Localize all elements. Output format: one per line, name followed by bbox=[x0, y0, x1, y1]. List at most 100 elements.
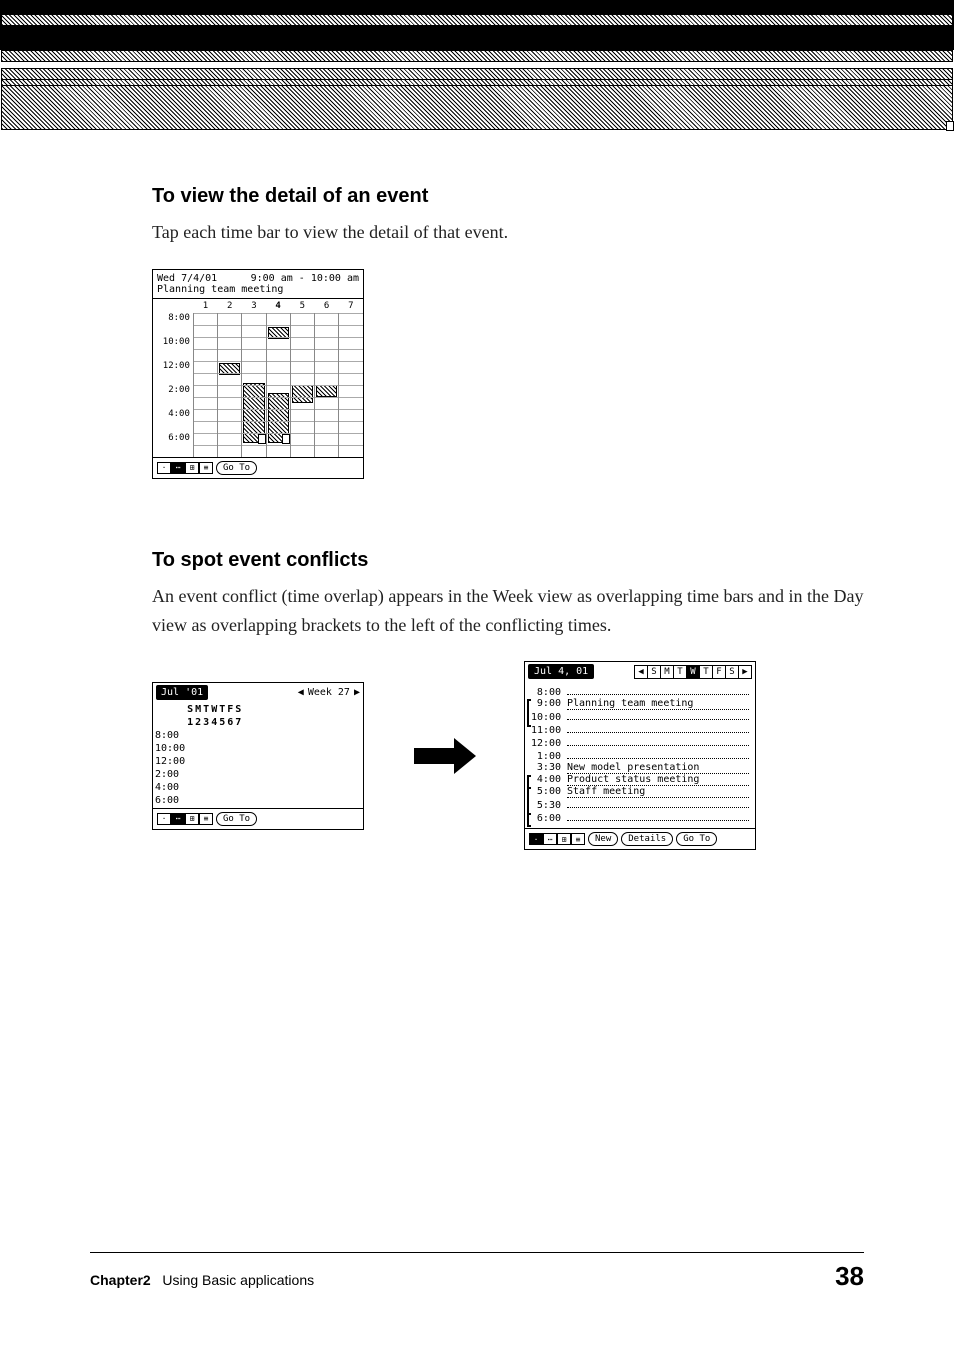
week-cell[interactable] bbox=[211, 769, 217, 780]
week-cell[interactable] bbox=[187, 743, 193, 754]
week-cell[interactable] bbox=[219, 730, 225, 741]
empty-slot[interactable] bbox=[567, 749, 749, 759]
month-view-icon[interactable]: ⊞ bbox=[185, 813, 199, 825]
week-cell[interactable] bbox=[218, 313, 242, 337]
day-letter-cell[interactable]: F bbox=[712, 665, 726, 679]
week-cell[interactable] bbox=[187, 730, 193, 741]
week-cell[interactable] bbox=[211, 743, 217, 754]
view-switcher[interactable]: · ⋯ ⊞ ≡ bbox=[157, 462, 213, 474]
empty-slot[interactable] bbox=[567, 685, 749, 695]
agenda-view-icon[interactable]: ≡ bbox=[199, 462, 213, 474]
week-cell[interactable] bbox=[219, 782, 225, 793]
week-cell[interactable] bbox=[218, 433, 242, 457]
day-row[interactable]: 9:00Planning team meeting bbox=[531, 698, 749, 710]
week-cell[interactable] bbox=[235, 795, 241, 806]
week-cell[interactable] bbox=[242, 385, 266, 409]
week-cell[interactable] bbox=[235, 730, 241, 741]
next-week-icon[interactable]: ▶ bbox=[354, 687, 360, 698]
week-cell[interactable] bbox=[242, 409, 266, 433]
week-cell[interactable] bbox=[235, 756, 241, 767]
week-cell[interactable] bbox=[211, 782, 217, 793]
week-cell[interactable] bbox=[235, 769, 241, 780]
goto-button[interactable]: Go To bbox=[216, 461, 257, 475]
week-cell[interactable] bbox=[187, 769, 193, 780]
day-view-icon[interactable]: · bbox=[157, 813, 171, 825]
day-nav[interactable]: ◀SMTWTFS▶ bbox=[635, 665, 752, 679]
day-row[interactable]: 5:00Staff meeting bbox=[531, 786, 749, 798]
week-cell[interactable] bbox=[227, 743, 233, 754]
week-cell[interactable] bbox=[218, 409, 242, 433]
month-view-icon[interactable]: ⊞ bbox=[557, 833, 571, 845]
week-cell[interactable] bbox=[218, 337, 242, 361]
week-cell[interactable] bbox=[314, 313, 338, 337]
week-cell[interactable] bbox=[193, 337, 217, 361]
day-row[interactable]: 3:30New model presentation bbox=[531, 762, 749, 774]
week-cell[interactable] bbox=[203, 769, 209, 780]
next-day-icon[interactable]: ▶ bbox=[738, 665, 752, 679]
event-text[interactable]: Planning team meeting bbox=[567, 698, 749, 710]
week-cell[interactable] bbox=[195, 782, 201, 793]
agenda-view-icon[interactable]: ≡ bbox=[571, 833, 585, 845]
week-cell[interactable] bbox=[290, 313, 314, 337]
week-cell[interactable] bbox=[266, 337, 290, 361]
day-row[interactable]: 6:00 bbox=[531, 811, 749, 824]
day-row[interactable]: 4:00Product status meeting bbox=[531, 774, 749, 786]
empty-slot[interactable] bbox=[567, 723, 749, 733]
agenda-view-icon[interactable]: ≡ bbox=[199, 813, 213, 825]
event-text[interactable]: New model presentation bbox=[567, 762, 749, 774]
empty-slot[interactable] bbox=[567, 710, 749, 720]
day-letter-cell[interactable]: T bbox=[699, 665, 713, 679]
week-nav[interactable]: ◀ Week 27 ▶ bbox=[298, 687, 360, 698]
week-cell[interactable] bbox=[187, 782, 193, 793]
event-bar[interactable] bbox=[1, 50, 953, 62]
week-cell[interactable] bbox=[266, 409, 290, 433]
week-cell[interactable] bbox=[193, 361, 217, 385]
week-cell[interactable] bbox=[219, 743, 225, 754]
week-cell[interactable] bbox=[187, 795, 193, 806]
week-cell[interactable] bbox=[290, 409, 314, 433]
day-letter-cell[interactable]: M bbox=[660, 665, 674, 679]
event-bar[interactable] bbox=[1, 14, 953, 26]
week-cell[interactable] bbox=[339, 313, 363, 337]
day-letter-cell[interactable]: W bbox=[686, 665, 700, 679]
week-cell[interactable] bbox=[187, 756, 193, 767]
week-cell[interactable] bbox=[227, 782, 233, 793]
week-cell[interactable] bbox=[314, 361, 338, 385]
week-cell[interactable] bbox=[203, 743, 209, 754]
week-cell[interactable] bbox=[203, 782, 209, 793]
week-cell[interactable] bbox=[266, 433, 290, 457]
empty-slot[interactable] bbox=[567, 736, 749, 746]
week-view-icon[interactable]: ⋯ bbox=[543, 833, 557, 845]
week-cell[interactable] bbox=[314, 385, 338, 409]
day-letter-cell[interactable]: S bbox=[725, 665, 739, 679]
empty-slot[interactable] bbox=[567, 811, 749, 821]
week-cell[interactable] bbox=[203, 795, 209, 806]
week-cell[interactable] bbox=[219, 769, 225, 780]
week-cell[interactable] bbox=[266, 313, 290, 337]
day-row[interactable]: 8:00 bbox=[531, 685, 749, 698]
week-cell[interactable] bbox=[242, 433, 266, 457]
empty-slot[interactable] bbox=[567, 798, 749, 808]
week-cell[interactable] bbox=[203, 730, 209, 741]
day-row[interactable]: 12:00 bbox=[531, 736, 749, 749]
prev-day-icon[interactable]: ◀ bbox=[634, 665, 648, 679]
week-cell[interactable] bbox=[227, 769, 233, 780]
week-cell[interactable] bbox=[193, 313, 217, 337]
week-cell[interactable] bbox=[195, 730, 201, 741]
week-cell[interactable] bbox=[266, 361, 290, 385]
week-cell[interactable] bbox=[290, 433, 314, 457]
month-view-icon[interactable]: ⊞ bbox=[185, 462, 199, 474]
week-cell[interactable] bbox=[193, 409, 217, 433]
details-button[interactable]: Details bbox=[621, 832, 673, 846]
view-switcher[interactable]: · ⋯ ⊞ ≡ bbox=[529, 833, 585, 845]
week-cell[interactable] bbox=[193, 385, 217, 409]
week-cell[interactable] bbox=[290, 361, 314, 385]
event-text[interactable]: Staff meeting bbox=[567, 786, 749, 798]
week-view-icon[interactable]: ⋯ bbox=[171, 462, 185, 474]
week-cell[interactable] bbox=[218, 361, 242, 385]
event-text[interactable]: Product status meeting bbox=[567, 774, 749, 786]
week-cell[interactable] bbox=[242, 337, 266, 361]
week-cell[interactable] bbox=[242, 361, 266, 385]
week-cell[interactable] bbox=[314, 433, 338, 457]
week-cell[interactable] bbox=[193, 433, 217, 457]
